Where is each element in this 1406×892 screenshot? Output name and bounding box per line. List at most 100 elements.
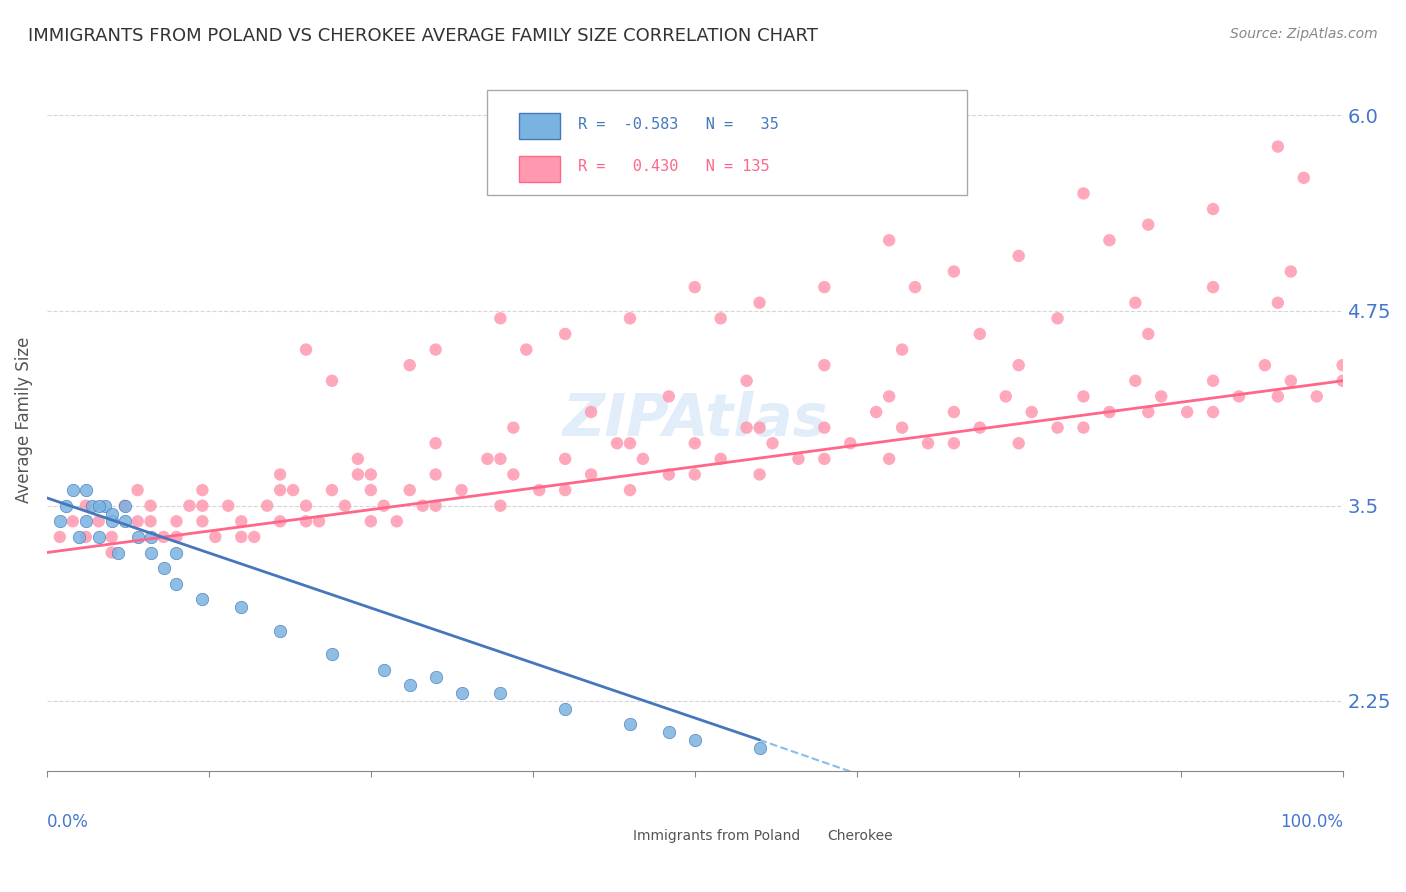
Point: [710, 311, 733, 326]
Point: [1137, 218, 1160, 232]
Point: [1202, 202, 1225, 216]
Point: [67, 530, 90, 544]
Point: [425, 670, 447, 684]
Point: [683, 467, 706, 482]
Point: [761, 436, 783, 450]
Point: [360, 467, 382, 482]
Point: [1021, 405, 1043, 419]
Point: [748, 467, 770, 482]
Text: Source: ZipAtlas.com: Source: ZipAtlas.com: [1230, 27, 1378, 41]
Point: [321, 647, 343, 661]
Point: [1073, 186, 1095, 201]
Point: [813, 280, 835, 294]
Point: [139, 545, 162, 559]
Point: [166, 514, 188, 528]
Point: [787, 451, 810, 466]
Point: [942, 436, 965, 450]
Point: [191, 592, 214, 607]
Point: [839, 436, 862, 450]
Point: [152, 530, 174, 544]
Point: [269, 483, 291, 497]
Point: [658, 467, 681, 482]
Text: Cherokee: Cherokee: [827, 829, 893, 843]
Point: [554, 701, 576, 715]
Point: [100, 507, 122, 521]
Point: [994, 389, 1017, 403]
Point: [204, 530, 226, 544]
Point: [412, 499, 434, 513]
Point: [152, 561, 174, 575]
Point: [373, 663, 395, 677]
FancyBboxPatch shape: [785, 827, 820, 846]
Point: [904, 280, 927, 294]
Point: [166, 576, 188, 591]
Point: [1292, 170, 1315, 185]
Point: [1202, 374, 1225, 388]
Point: [62, 483, 84, 497]
Point: [969, 326, 991, 341]
Point: [1098, 233, 1121, 247]
Point: [1073, 389, 1095, 403]
Point: [1227, 389, 1250, 403]
Point: [295, 499, 318, 513]
Point: [55, 499, 77, 513]
Point: [683, 280, 706, 294]
Point: [735, 374, 758, 388]
Point: [75, 514, 97, 528]
Point: [373, 499, 395, 513]
Point: [269, 467, 291, 482]
Point: [529, 483, 551, 497]
Point: [256, 499, 278, 513]
Point: [813, 358, 835, 372]
Point: [1123, 295, 1146, 310]
Point: [87, 530, 110, 544]
Point: [891, 343, 914, 357]
Point: [87, 499, 110, 513]
Point: [243, 530, 266, 544]
Point: [619, 311, 641, 326]
Point: [398, 358, 420, 372]
Point: [62, 514, 84, 528]
Point: [333, 499, 356, 513]
Point: [269, 624, 291, 638]
Point: [891, 420, 914, 434]
Point: [107, 545, 129, 559]
Point: [166, 530, 188, 544]
Point: [877, 451, 900, 466]
Text: R =  -0.583   N =   35: R = -0.583 N = 35: [578, 117, 779, 132]
Point: [347, 467, 370, 482]
Text: 100.0%: 100.0%: [1279, 814, 1343, 831]
Point: [619, 717, 641, 731]
Point: [865, 405, 887, 419]
Point: [813, 420, 835, 434]
Point: [425, 499, 447, 513]
Point: [347, 451, 370, 466]
Text: IMMIGRANTS FROM POLAND VS CHEROKEE AVERAGE FAMILY SIZE CORRELATION CHART: IMMIGRANTS FROM POLAND VS CHEROKEE AVERA…: [28, 27, 818, 45]
Point: [969, 420, 991, 434]
Point: [385, 514, 408, 528]
Point: [710, 451, 733, 466]
Point: [295, 514, 318, 528]
Point: [502, 420, 524, 434]
Point: [191, 499, 214, 513]
Point: [631, 451, 654, 466]
Point: [619, 483, 641, 497]
Point: [1267, 295, 1289, 310]
Point: [1306, 389, 1329, 403]
Point: [321, 483, 343, 497]
FancyBboxPatch shape: [519, 113, 560, 139]
Point: [179, 499, 201, 513]
Point: [308, 514, 330, 528]
Point: [166, 545, 188, 559]
Point: [502, 467, 524, 482]
Text: 0.0%: 0.0%: [46, 814, 89, 831]
Point: [1008, 436, 1031, 450]
Point: [100, 545, 122, 559]
Point: [450, 686, 472, 700]
Point: [554, 451, 576, 466]
Point: [1175, 405, 1198, 419]
Point: [425, 467, 447, 482]
Point: [554, 326, 576, 341]
Point: [231, 600, 253, 615]
Point: [100, 530, 122, 544]
